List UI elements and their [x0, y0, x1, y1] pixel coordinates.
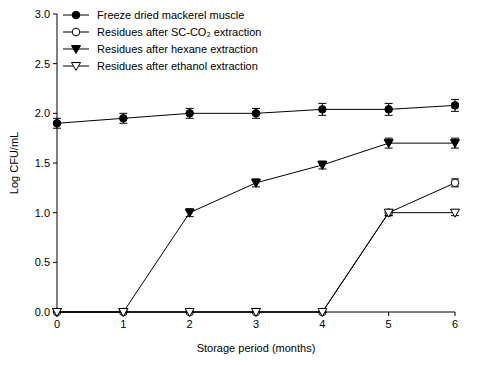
y-tick-label: 2.5	[35, 58, 50, 70]
legend-label: Residues after ethanol extraction	[97, 60, 258, 72]
error-bar	[451, 138, 459, 148]
error-bar	[451, 179, 459, 187]
error-bar	[252, 108, 260, 118]
y-tick	[53, 262, 57, 263]
error-bar	[318, 161, 326, 169]
x-tick-label: 6	[452, 318, 458, 330]
series-line	[57, 213, 455, 312]
y-tick	[53, 63, 57, 64]
legend-marker	[72, 63, 81, 71]
data-point	[53, 119, 61, 127]
data-point	[120, 308, 128, 316]
data-point	[318, 309, 327, 317]
y-axis-title: Log CFU/mL	[8, 132, 20, 194]
y-tick	[53, 163, 57, 164]
data-point	[451, 179, 459, 187]
y-tick	[53, 14, 57, 15]
data-point	[185, 309, 194, 317]
data-point	[53, 309, 62, 317]
data-point	[451, 209, 460, 217]
data-point	[53, 308, 61, 316]
error-bar	[119, 113, 127, 123]
error-bar	[53, 118, 61, 128]
data-point	[252, 309, 261, 317]
x-tick-label: 3	[253, 318, 259, 330]
series-line	[57, 105, 455, 123]
x-tick-label: 1	[120, 318, 126, 330]
x-tick-label: 2	[187, 318, 193, 330]
data-point	[451, 102, 459, 110]
y-tick-label: 3.0	[35, 8, 50, 20]
y-tick-label: 1.0	[35, 207, 50, 219]
data-point	[119, 309, 128, 317]
data-point	[385, 106, 393, 114]
x-tick	[388, 312, 389, 316]
data-point	[186, 308, 194, 316]
legend-label: Freeze dried mackerel muscle	[97, 9, 244, 21]
data-point	[119, 309, 128, 317]
legend-label: Residues after hexane extraction	[97, 43, 258, 55]
data-point	[318, 161, 327, 169]
data-point	[252, 308, 260, 316]
legend: Freeze dried mackerel muscle Residues aft…	[63, 9, 261, 72]
data-point	[186, 110, 194, 118]
y-tick-label: 0.0	[35, 306, 50, 318]
y-tick-label: 2.0	[35, 107, 50, 119]
y-tick	[53, 113, 57, 114]
data-point	[384, 209, 393, 217]
data-point	[385, 209, 393, 217]
x-tick-label: 5	[386, 318, 392, 330]
legend-marker	[72, 11, 80, 19]
data-point	[252, 179, 261, 187]
error-bar	[318, 103, 326, 115]
data-point	[451, 140, 460, 148]
x-tick	[455, 312, 456, 316]
data-point	[185, 209, 194, 217]
y-tick-label: 1.5	[35, 157, 50, 169]
plot-area	[53, 99, 460, 316]
legend-marker	[72, 46, 81, 54]
error-bar	[252, 179, 260, 187]
data-point	[319, 106, 327, 114]
chart: 0.0 0.5 1.0 1.5 2.0 2.5 3.0 0 1 2 3 4 5 6 Storage peri…	[0, 0, 490, 365]
error-bar	[186, 108, 194, 118]
error-bar	[451, 99, 459, 111]
data-point	[384, 140, 393, 148]
y-tick	[53, 212, 57, 213]
x-tick-label: 4	[319, 318, 325, 330]
error-bar	[385, 103, 393, 115]
legend-label: Residues after SC-CO₂ extraction	[97, 26, 261, 38]
data-point	[53, 309, 62, 317]
data-point	[120, 115, 128, 123]
y-tick-label: 0.5	[35, 256, 50, 268]
legend-marker	[72, 28, 80, 36]
x-axis-title: Storage period (months)	[197, 342, 316, 354]
data-point	[319, 308, 327, 316]
error-bar	[186, 209, 194, 217]
error-bar	[385, 138, 393, 148]
series-line	[57, 143, 455, 312]
x-tick-label: 0	[54, 318, 60, 330]
series-line	[57, 183, 455, 312]
data-point	[252, 110, 260, 118]
